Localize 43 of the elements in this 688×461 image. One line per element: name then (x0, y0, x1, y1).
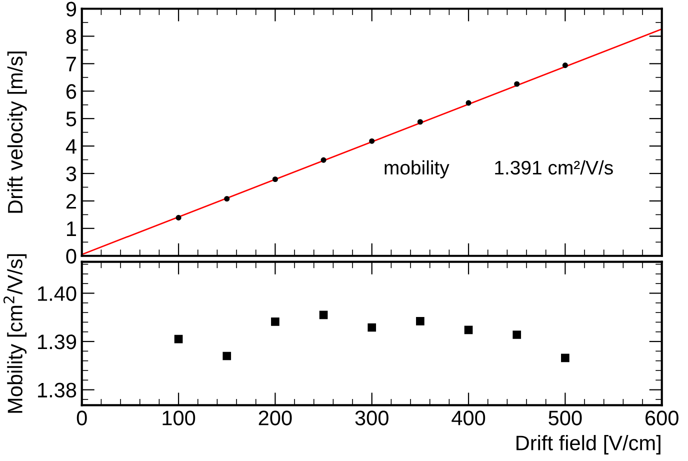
y-tick-label: 1 (67, 222, 76, 236)
y-tick-label: 2 (66, 194, 76, 208)
point (368, 323, 376, 332)
x-tick-label: 400 (452, 410, 486, 426)
annotation: 1.391 cm²/V/s (495, 160, 613, 175)
point (224, 196, 230, 202)
y-tick-label: 5 (66, 112, 76, 126)
point (272, 176, 278, 182)
annotation: mobility (384, 160, 450, 178)
point (416, 317, 424, 326)
point (319, 310, 328, 320)
point (320, 157, 326, 163)
point (174, 334, 183, 344)
y-tick-label: 1.39 (38, 334, 76, 350)
y-axis-title: Mobility [cm$^{2}$/V/s] (3, 254, 27, 413)
x-tick-label: 300 (355, 410, 388, 426)
y-tick-label: 1.40 (38, 286, 76, 301)
y-tick-label: 6 (66, 84, 76, 99)
y-axis-title: Drift velocity [m/s] (7, 52, 27, 213)
x-axis-title: Drift field [V/cm] (516, 435, 660, 454)
point (514, 81, 520, 87)
y-tick-label: 9 (66, 2, 76, 17)
y-tick-label: 4 (66, 139, 76, 154)
point (466, 100, 472, 106)
point (222, 352, 232, 360)
x-tick-label: 600 (646, 410, 678, 426)
y-tick-label: 0 (66, 248, 76, 264)
point (176, 214, 182, 220)
y-tick-label: 8 (66, 29, 76, 44)
point (369, 138, 375, 144)
x-tick-label: 0 (76, 410, 87, 426)
x-tick-label: 500 (548, 410, 582, 426)
y-tick-label: 7 (66, 56, 76, 72)
point (464, 326, 473, 334)
point (561, 354, 570, 362)
x-tick-label: 200 (258, 410, 292, 426)
point (562, 62, 568, 68)
point (417, 119, 423, 125)
point (512, 330, 522, 339)
x-tick-label: 100 (162, 410, 196, 426)
point (271, 318, 280, 326)
y-tick-label: 3 (66, 166, 76, 182)
y-tick-label: 1.38 (38, 382, 76, 398)
